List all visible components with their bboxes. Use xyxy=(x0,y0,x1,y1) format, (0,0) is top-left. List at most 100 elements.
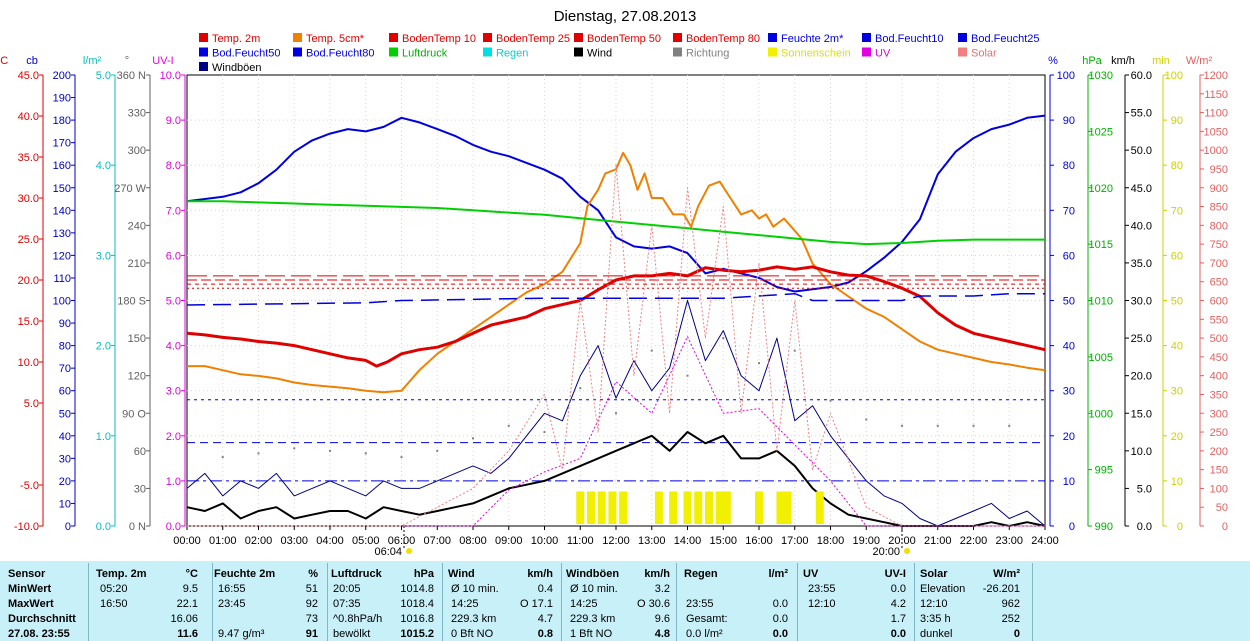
uv-value: 0.0 xyxy=(890,583,906,595)
cb-tick-label: 40 xyxy=(59,431,71,443)
temp-tick-label: 30.0 xyxy=(18,193,39,205)
pressure-tick-label: 995 xyxy=(1095,465,1113,477)
solar-tick-label: 250 xyxy=(1210,427,1228,439)
stats-separator xyxy=(914,563,915,641)
humidity-tick-label: 20 xyxy=(1063,431,1075,443)
cb-tick-label: 190 xyxy=(53,93,71,105)
legend-swatch xyxy=(958,33,967,42)
solar-tick-label: 450 xyxy=(1210,352,1228,364)
rain-time: 0.0 l/m² xyxy=(686,628,723,640)
solar-tick-label: 0 xyxy=(1222,521,1228,533)
stats-separator xyxy=(561,563,562,641)
direction-point xyxy=(686,374,689,377)
gust-label: 14:25 xyxy=(570,598,598,610)
stats-separator xyxy=(442,563,443,641)
header-sensor: Sensor xyxy=(8,568,46,580)
temp-tick-label: 40.0 xyxy=(18,111,39,123)
wind-value: 4.7 xyxy=(537,613,553,625)
wind-tick-label: 45.0 xyxy=(1131,183,1152,195)
x-tick-label: 14:00 xyxy=(674,535,702,547)
uv-unit-label: UV-I xyxy=(152,55,173,67)
row-label: Durchschnitt xyxy=(8,613,76,625)
legend-swatch xyxy=(768,47,777,57)
direction-point xyxy=(543,431,546,434)
x-tick-label: 22:00 xyxy=(960,535,988,547)
sun-tick-label: 60 xyxy=(1171,250,1183,262)
stats-separator xyxy=(327,563,328,641)
header-solar: Solar xyxy=(920,568,948,580)
gust-label: 229.3 km xyxy=(570,613,616,625)
legend-label: BodenTemp 25 xyxy=(496,33,570,45)
direction-point xyxy=(722,337,725,340)
pressure-tick-label: 1025 xyxy=(1089,126,1113,138)
weather-chart: Dienstag, 27.08.2013 Temp. 2m Temp. 5cm* B… xyxy=(0,8,1228,558)
direction-point xyxy=(758,362,760,365)
x-tick-label: 23:00 xyxy=(995,535,1023,547)
x-tick-label: 01:00 xyxy=(209,535,237,547)
solar-tick-label: 1200 xyxy=(1204,70,1228,82)
hum-value: 51 xyxy=(305,583,318,595)
solar-tick-label: 650 xyxy=(1210,277,1228,289)
legend-label: Bod.Feucht50 xyxy=(212,48,281,60)
sunshine-bar xyxy=(586,491,595,524)
sunshine-bar xyxy=(815,491,824,524)
uv-tick-label: 10.0 xyxy=(160,70,181,82)
direction-tick-label: 30 xyxy=(134,483,146,495)
cb-tick-label: 180 xyxy=(53,115,71,127)
direction-tick-label: 0 N xyxy=(129,521,146,533)
humidity-tick-label: 70 xyxy=(1063,205,1075,217)
legend-label: Feuchte 2m* xyxy=(781,33,844,45)
sunshine-bar xyxy=(776,491,785,524)
gust-value: 9.6 xyxy=(654,613,670,625)
sunshine-bar xyxy=(608,491,617,524)
legend-swatch xyxy=(574,47,583,57)
header-uv: UV xyxy=(803,568,819,580)
sunshine-bar xyxy=(722,491,731,524)
row-label: MinWert xyxy=(8,583,52,595)
solar-tick-label: 1050 xyxy=(1204,126,1228,138)
direction-tick-label: 60 xyxy=(134,446,146,458)
solar-tick-label: 750 xyxy=(1210,239,1228,251)
x-tick-label: 00:00 xyxy=(173,535,201,547)
direction-point xyxy=(1044,449,1046,452)
x-tick-label: 06:00 xyxy=(388,535,416,547)
sun-tick-label: 30 xyxy=(1171,386,1183,398)
hum-value: 73 xyxy=(305,613,318,625)
x-tick-label: 05:00 xyxy=(352,535,380,547)
cb-tick-label: 10 xyxy=(59,498,71,510)
wind-tick-label: 10.0 xyxy=(1131,446,1152,458)
solar-tick-label: 600 xyxy=(1210,296,1228,308)
pressure-tick-label: 1005 xyxy=(1089,352,1113,364)
direction-point xyxy=(972,424,975,427)
solar-tick-label: 700 xyxy=(1210,258,1228,270)
cb-tick-label: 50 xyxy=(59,408,71,420)
cb-tick-label: 80 xyxy=(59,341,71,353)
wind-tick-label: 35.0 xyxy=(1131,258,1152,270)
gust-value: 4.8 xyxy=(654,628,670,640)
x-tick-label: 18:00 xyxy=(817,535,845,547)
chart-title: Dienstag, 27.08.2013 xyxy=(554,8,697,25)
direction-tick-label: 120 xyxy=(128,371,146,383)
temp-tick-label: 5.0 xyxy=(24,398,39,410)
press-time: 20:05 xyxy=(333,583,361,595)
series-luftdruck xyxy=(187,200,1045,246)
direction-tick-label: 360 N xyxy=(117,70,146,82)
solar-tick-label: 1100 xyxy=(1204,108,1228,120)
series-uv xyxy=(187,336,1045,527)
uv-tick-label: 4.0 xyxy=(166,341,181,353)
temp-tick-label: -5.0 xyxy=(20,480,39,492)
header-temp: Temp. 2m xyxy=(96,568,147,580)
temp-time: 16:50 xyxy=(100,598,128,610)
wind-value: O 17.1 xyxy=(519,598,553,610)
legend-label: Wind xyxy=(587,48,612,60)
press-value: 1014.8 xyxy=(400,583,434,595)
stats-separator xyxy=(212,563,213,641)
sunshine-bar xyxy=(597,491,606,524)
direction-point xyxy=(829,399,832,402)
direction-tick-label: 240 xyxy=(128,220,146,232)
cb-unit-label: cb xyxy=(26,55,38,67)
sunshine-bar xyxy=(783,491,792,524)
cb-tick-label: 100 xyxy=(53,296,71,308)
header-press-unit: hPa xyxy=(413,568,434,580)
uv-time: 23:55 xyxy=(808,583,836,595)
